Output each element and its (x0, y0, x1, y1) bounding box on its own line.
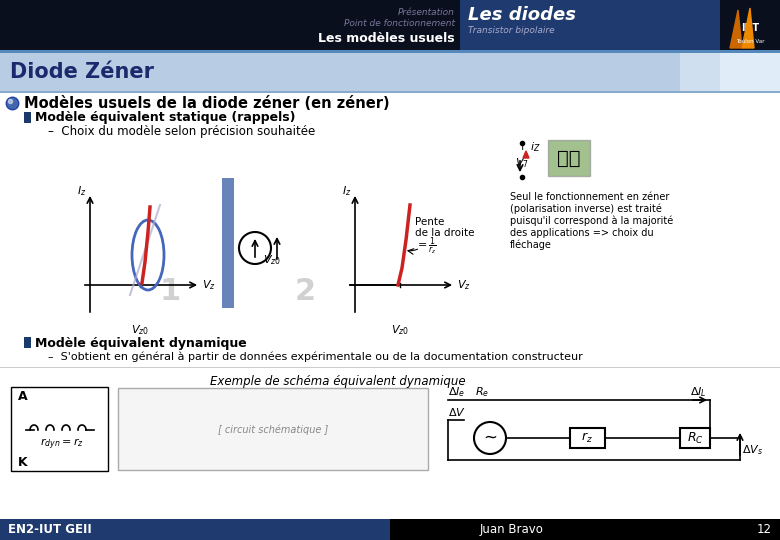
FancyBboxPatch shape (720, 0, 780, 50)
Text: $\Delta V$: $\Delta V$ (448, 406, 466, 418)
Text: puisqu'il correspond à la majorité: puisqu'il correspond à la majorité (510, 216, 673, 226)
Text: $V_z$: $V_z$ (457, 278, 471, 292)
Text: 12: 12 (757, 523, 772, 536)
Polygon shape (730, 10, 742, 48)
Text: $r_z$: $r_z$ (581, 431, 593, 445)
Text: [ circuit schématique ]: [ circuit schématique ] (218, 425, 328, 435)
FancyBboxPatch shape (222, 178, 234, 308)
Text: ~: ~ (483, 429, 497, 447)
FancyBboxPatch shape (548, 140, 590, 176)
Text: $R_e$: $R_e$ (475, 385, 489, 399)
Text: –  Choix du modèle selon précision souhaitée: – Choix du modèle selon précision souhai… (48, 125, 315, 138)
FancyBboxPatch shape (0, 367, 780, 368)
Text: Pente: Pente (415, 217, 445, 227)
Text: $I_z$: $I_z$ (77, 184, 87, 198)
Text: Juan Bravo: Juan Bravo (480, 523, 544, 536)
FancyBboxPatch shape (118, 388, 428, 470)
FancyBboxPatch shape (0, 519, 390, 540)
Text: $V_{z0}$: $V_{z0}$ (263, 253, 281, 267)
Text: $\uparrow\, i_Z$: $\uparrow\, i_Z$ (515, 140, 541, 154)
Text: $\Delta I_e$: $\Delta I_e$ (448, 385, 466, 399)
Text: Modèles usuels de la diode zéner (en zéner): Modèles usuels de la diode zéner (en zén… (24, 96, 390, 111)
FancyBboxPatch shape (24, 112, 31, 123)
Text: Exemple de schéma équivalent dynamique: Exemple de schéma équivalent dynamique (210, 375, 466, 388)
Text: $\Delta V_s$: $\Delta V_s$ (742, 443, 763, 457)
Text: Diode Zéner: Diode Zéner (10, 62, 154, 82)
Text: $I_z$: $I_z$ (342, 184, 352, 198)
Text: $R_C$: $R_C$ (686, 430, 704, 445)
Text: Toulon Var: Toulon Var (736, 39, 764, 44)
FancyBboxPatch shape (720, 53, 780, 91)
Text: A: A (18, 390, 27, 403)
Polygon shape (742, 8, 754, 48)
FancyBboxPatch shape (680, 53, 720, 91)
Text: $r_{dyn}=r_z$: $r_{dyn}=r_z$ (40, 436, 83, 451)
FancyBboxPatch shape (0, 50, 780, 53)
Text: Modèle équivalent dynamique: Modèle équivalent dynamique (35, 336, 246, 349)
Text: des applications => choix du: des applications => choix du (510, 228, 654, 238)
FancyBboxPatch shape (460, 0, 720, 50)
Text: 1: 1 (159, 278, 181, 307)
Text: $V_{z0}$: $V_{z0}$ (391, 323, 409, 337)
Text: Seul le fonctionnement en zéner: Seul le fonctionnement en zéner (510, 192, 669, 202)
FancyBboxPatch shape (0, 91, 780, 93)
FancyBboxPatch shape (570, 428, 605, 448)
Text: Les diodes: Les diodes (468, 6, 576, 24)
Text: fléchage: fléchage (510, 240, 552, 251)
Text: $=\frac{1}{r_z}$: $=\frac{1}{r_z}$ (415, 236, 437, 258)
Text: de la droite: de la droite (415, 228, 474, 238)
FancyBboxPatch shape (0, 53, 680, 91)
Text: Point de fonctionnement: Point de fonctionnement (344, 19, 455, 28)
Text: Modèle équivalent statique (rappels): Modèle équivalent statique (rappels) (35, 111, 296, 125)
Text: $V_z$: $V_z$ (202, 278, 216, 292)
Text: K: K (18, 456, 27, 469)
Text: 👨‍🏫: 👨‍🏫 (557, 148, 581, 167)
Text: Transistor bipolaire: Transistor bipolaire (468, 26, 555, 35)
FancyBboxPatch shape (390, 519, 780, 540)
Polygon shape (523, 151, 529, 158)
Text: 2: 2 (294, 278, 316, 307)
Text: IUT: IUT (741, 23, 759, 33)
Text: $\Delta I_L$: $\Delta I_L$ (690, 385, 707, 399)
Text: Présentation: Présentation (398, 8, 455, 17)
Text: $V_7$: $V_7$ (515, 156, 529, 170)
FancyBboxPatch shape (24, 337, 31, 348)
FancyBboxPatch shape (680, 428, 710, 448)
Text: (polarisation inverse) est traité: (polarisation inverse) est traité (510, 204, 662, 214)
Text: EN2-IUT GEII: EN2-IUT GEII (8, 523, 92, 536)
Text: Les modèles usuels: Les modèles usuels (318, 32, 455, 45)
FancyBboxPatch shape (0, 0, 460, 50)
Text: $V_{z0}$: $V_{z0}$ (131, 323, 149, 337)
Text: –  S'obtient en général à partir de données expérimentale ou de la documentation: – S'obtient en général à partir de donné… (48, 352, 583, 362)
